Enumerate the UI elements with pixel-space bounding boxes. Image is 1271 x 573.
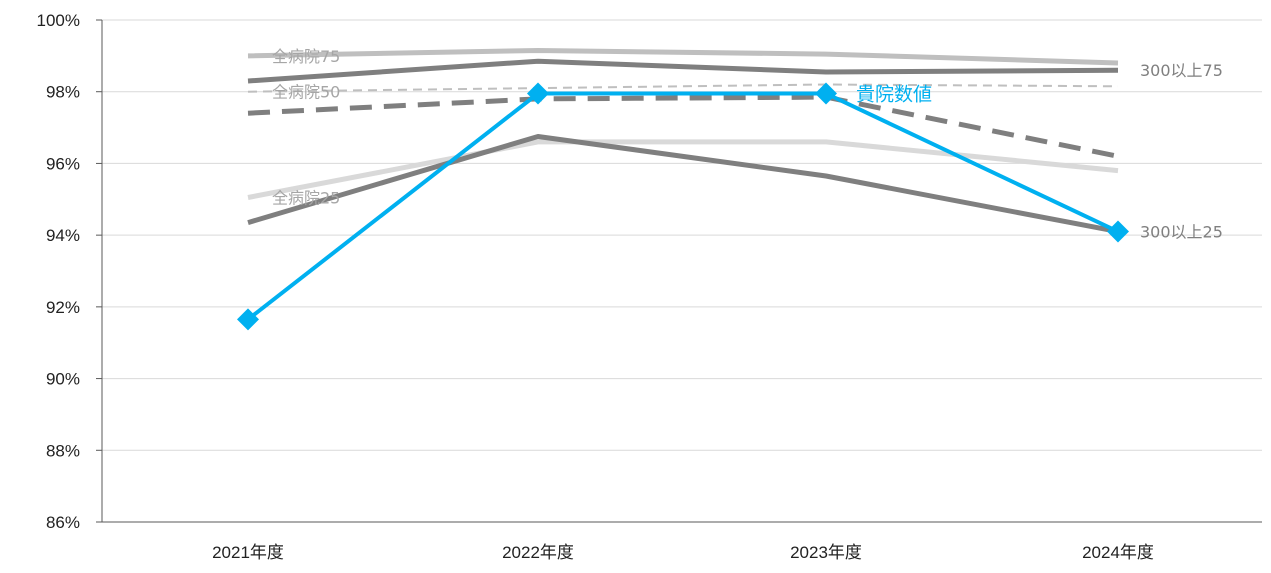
y-tick-label: 88% [46,441,80,460]
y-tick-label: 96% [46,154,80,173]
y-tick-label: 92% [46,298,80,317]
series-line [247,48,1119,66]
series-line [247,134,1119,235]
y-tick-label: 94% [46,226,80,245]
x-tick-label: 2024年度 [1082,543,1154,562]
data-point-marker [1107,220,1129,243]
series-line [247,94,1119,159]
x-tick-label: 2023年度 [790,543,862,562]
series-label: 貴院数値 [856,84,932,106]
y-tick-label: 100% [37,11,80,30]
series-line [247,83,1119,93]
series-label: 全病院25 [272,188,340,207]
series-label: 300以上25 [1140,223,1223,242]
series-line [246,91,1119,321]
data-point-marker [237,308,259,331]
series-line [247,139,1119,200]
series-lines [237,48,1129,331]
y-tick-label: 98% [46,83,80,102]
data-point-marker [527,82,549,105]
axes: 86% 88% 90% 92% 94% 96% 98% 100% 2021年度 2022年度 202… [37,11,1262,562]
x-tick-label: 2022年度 [502,543,574,562]
y-tick-label: 90% [46,370,80,389]
series-label: 全病院75 [272,47,340,66]
x-tick-label: 2021年度 [212,543,284,562]
series-label: 300以上75 [1140,61,1223,80]
series-label: 全病院50 [272,83,340,102]
data-point-marker [815,82,837,105]
series-labels: 全病院75 全病院50 全病院25 300以上75 300以上25 貴院数値 [272,47,1223,242]
series-line [247,58,1119,84]
y-tick-label: 86% [46,513,80,532]
